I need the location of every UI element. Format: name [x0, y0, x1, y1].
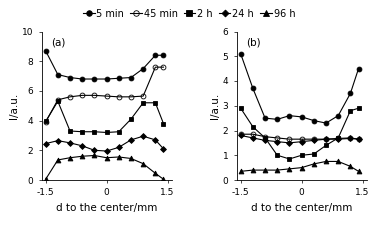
X-axis label: d to the center/mm: d to the center/mm — [251, 203, 352, 213]
Y-axis label: I/a.u.: I/a.u. — [9, 93, 19, 119]
Text: (a): (a) — [51, 37, 65, 47]
Legend: 5 min, 45 min, 2 h, 24 h, 96 h: 5 min, 45 min, 2 h, 24 h, 96 h — [79, 5, 299, 23]
X-axis label: d to the center/mm: d to the center/mm — [56, 203, 157, 213]
Y-axis label: I/a.u.: I/a.u. — [210, 93, 220, 119]
Text: (b): (b) — [246, 37, 260, 47]
